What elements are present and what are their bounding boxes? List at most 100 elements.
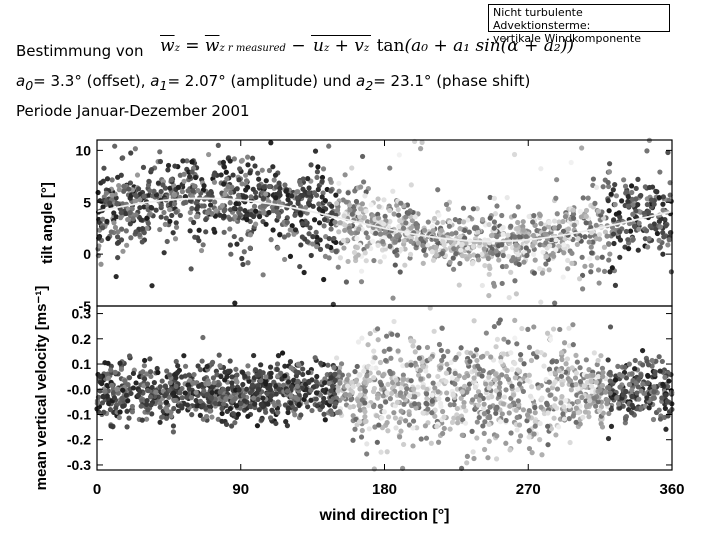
tilt-point [128,235,134,241]
velocity-point [595,373,601,380]
velocity-point [186,386,192,392]
velocity-point [318,360,324,366]
tilt-tick-label: 10 [75,142,91,158]
velocity-point [622,416,629,422]
velocity-point [507,447,513,453]
tilt-point [436,212,442,218]
tilt-point [249,155,256,161]
tilt-point [147,188,153,194]
velocity-point [414,425,420,431]
velocity-point [447,426,453,432]
velocity-point [529,450,535,456]
velocity-point [583,357,589,363]
tilt-point [314,174,320,181]
velocity-point [197,398,204,405]
tilt-point [342,222,348,228]
velocity-tick-label: -0.2 [67,432,91,448]
velocity-point [566,416,572,422]
tilt-point [494,234,500,240]
velocity-point [222,377,228,383]
velocity-point [184,402,191,408]
tilt-point [450,255,456,261]
tilt-point [576,276,583,282]
velocity-point [350,437,356,443]
velocity-point [525,326,531,332]
tilt-point [418,236,424,242]
tilt-point [195,187,201,194]
velocity-point [99,400,106,406]
velocity-point [319,403,326,409]
velocity-point [381,371,387,378]
tilt-point [219,202,225,209]
tilt-point [170,230,176,236]
velocity-point [481,411,488,417]
tilt-point [221,213,227,219]
tilt-point [539,270,546,276]
tilt-point [130,216,136,222]
velocity-point [239,369,246,375]
tilt-point [292,212,298,218]
tilt-point [358,184,364,190]
tilt-point [510,254,516,261]
velocity-point [267,415,274,421]
tilt-point [560,218,566,225]
velocity-point [452,370,458,377]
velocity-point [623,388,629,395]
velocity-point [649,357,655,364]
velocity-point [577,365,583,371]
tilt-point [157,149,163,155]
tilt-point [312,148,319,154]
tilt-point [450,266,457,272]
velocity-point [526,445,533,452]
tilt-point [333,239,339,246]
tilt-point [409,217,415,224]
velocity-point [483,381,489,387]
tilt-point [375,196,381,202]
tilt-point [231,233,237,240]
velocity-point [256,372,262,378]
tilt-point [321,276,327,283]
tilt-point [165,167,171,173]
velocity-point [486,374,492,380]
tilt-point [241,249,247,255]
tilt-point [268,237,274,243]
tilt-point [470,206,476,212]
velocity-point [362,409,368,415]
tilt-point [443,201,450,208]
tilt-point [161,209,167,216]
velocity-point [552,396,558,402]
tilt-point [449,231,455,237]
velocity-point [148,373,154,380]
velocity-point [559,394,565,400]
velocity-point [190,380,196,386]
tilt-point [187,174,193,180]
tilt-point [363,258,369,264]
tilt-point [260,272,266,278]
tilt-point [114,234,121,240]
velocity-point [607,324,614,330]
tilt-point [239,255,245,262]
tilt-point [253,221,259,227]
velocity-point [545,442,551,448]
tilt-point [277,232,283,238]
velocity-point [115,390,121,396]
velocity-point [504,367,510,374]
velocity-point [276,386,282,392]
velocity-point [287,359,294,365]
velocity-point [422,423,429,429]
tilt-point [195,204,201,210]
tilt-point [562,214,569,220]
tilt-point [605,179,611,186]
tilt-point [227,226,233,232]
velocity-point [251,352,257,359]
tilt-point [583,207,590,214]
velocity-point [229,398,236,404]
velocity-point [234,372,240,378]
velocity-point [205,381,212,387]
tilt-point [244,213,250,219]
velocity-point [469,428,475,434]
velocity-point [420,410,426,416]
tilt-point [222,191,228,197]
velocity-point [126,415,132,421]
velocity-point [143,416,150,422]
